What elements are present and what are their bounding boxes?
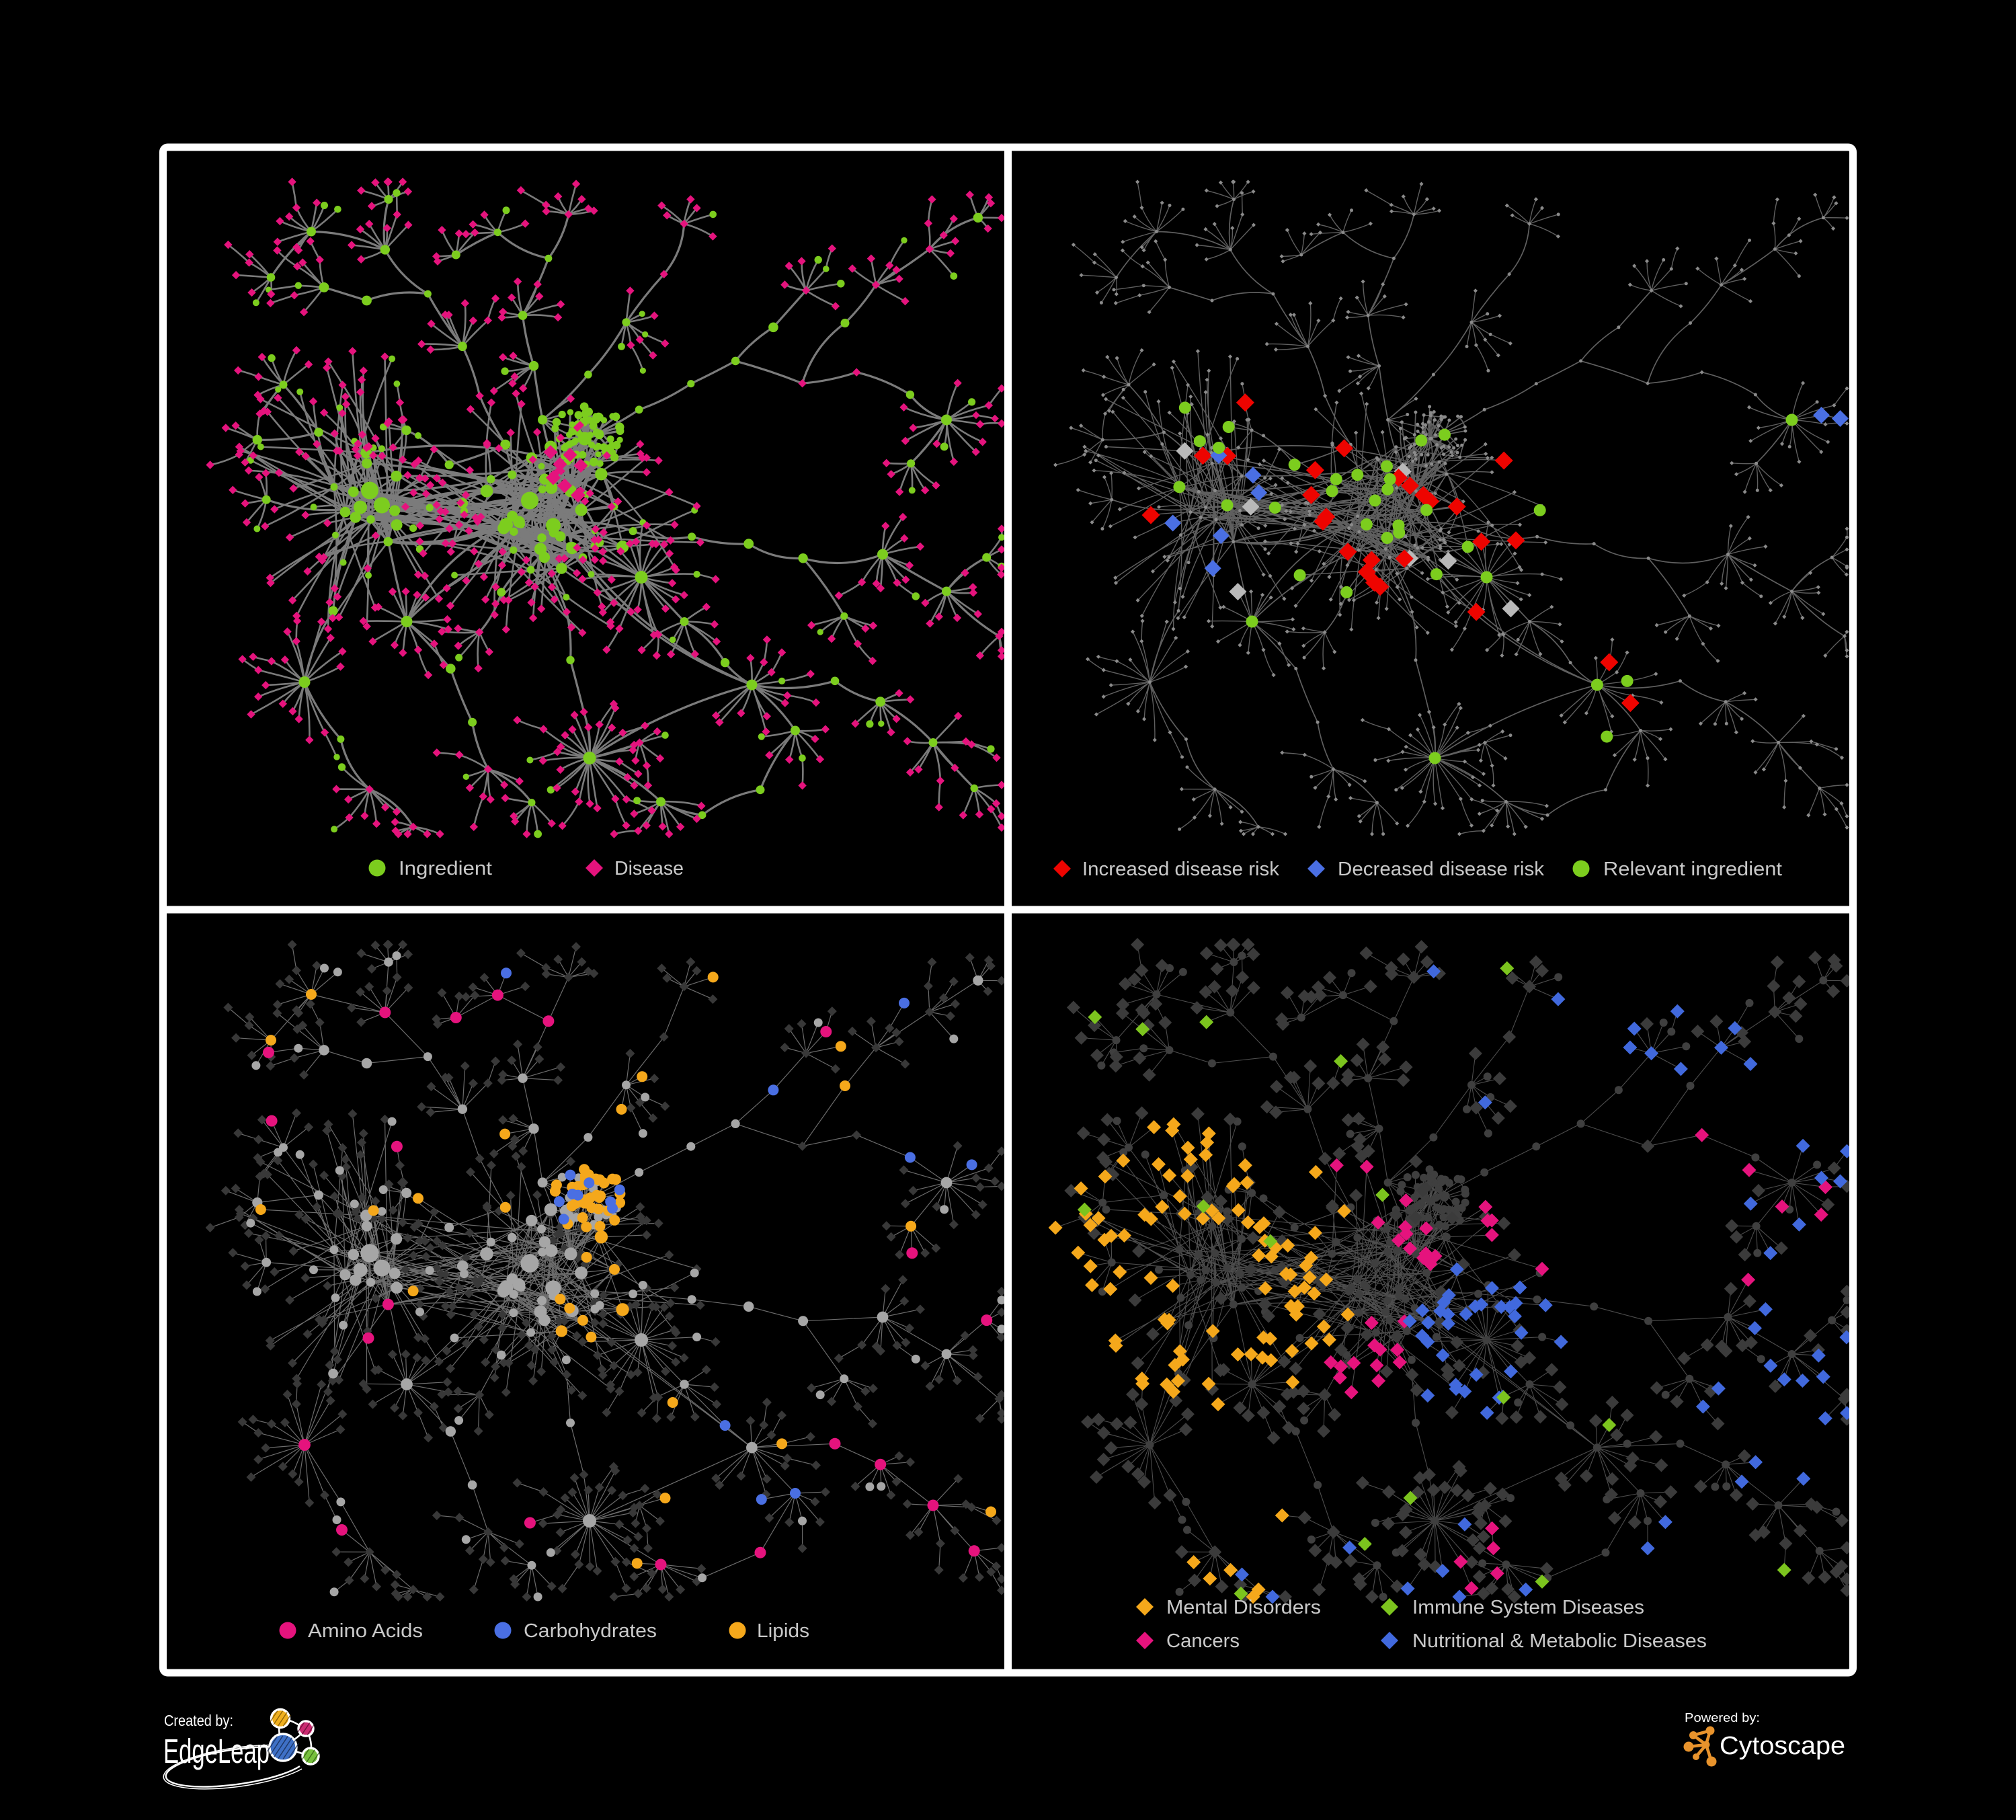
svg-text:Created by:: Created by:: [164, 1712, 233, 1729]
svg-text:Increased disease risk: Increased disease risk: [1082, 859, 1280, 880]
svg-text:Ingredient: Ingredient: [399, 858, 492, 879]
svg-text:Nutritional & Metabolic Diseas: Nutritional & Metabolic Diseases: [1412, 1630, 1707, 1652]
svg-text:Amino Acids: Amino Acids: [308, 1620, 423, 1642]
svg-text:Carbohydrates: Carbohydrates: [524, 1620, 657, 1642]
svg-text:Immune System Diseases: Immune System Diseases: [1412, 1597, 1644, 1618]
svg-text:Cancers: Cancers: [1166, 1630, 1240, 1652]
svg-text:Relevant ingredient: Relevant ingredient: [1603, 859, 1782, 880]
svg-text:Lipids: Lipids: [757, 1620, 809, 1642]
svg-text:Powered by:: Powered by:: [1685, 1711, 1760, 1725]
svg-text:Disease: Disease: [614, 858, 684, 879]
svg-text:Cytoscape: Cytoscape: [1720, 1732, 1845, 1760]
svg-text:Decreased disease risk: Decreased disease risk: [1338, 859, 1545, 880]
svg-text:Mental Disorders: Mental Disorders: [1166, 1597, 1321, 1618]
